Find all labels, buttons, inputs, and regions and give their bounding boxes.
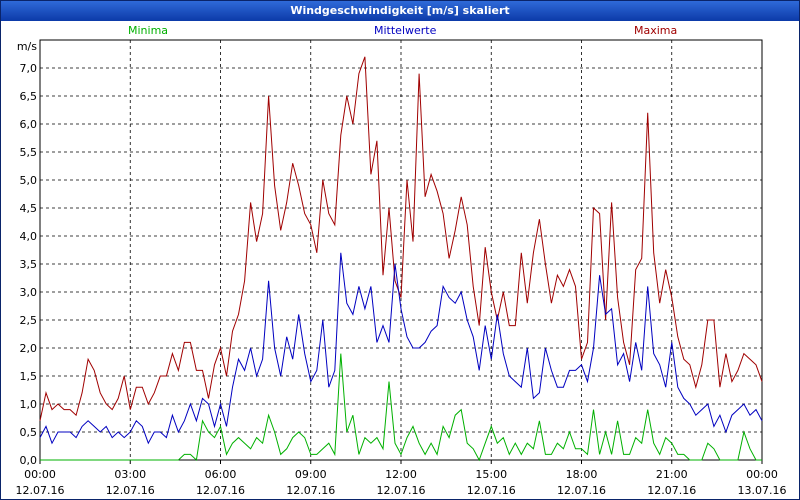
x-tick-date: 12.07.16 — [647, 484, 696, 497]
window-title: Windgeschwindigkeit [m/s] skaliert — [1, 1, 799, 21]
x-tick-date: 12.07.16 — [16, 484, 65, 497]
y-tick-label: 5,0 — [20, 174, 38, 187]
x-tick-time: 21:00 — [656, 468, 688, 481]
y-tick-label: 6,5 — [20, 90, 38, 103]
x-tick-date: 12.07.16 — [106, 484, 155, 497]
y-tick-label: 5,5 — [20, 146, 38, 159]
y-tick-label: 7,0 — [20, 62, 38, 75]
series-line-mittelwerte — [39, 252, 763, 445]
y-tick-label: 2,0 — [20, 342, 38, 355]
x-tick-time: 12:00 — [385, 468, 417, 481]
x-tick-time: 00:00 — [24, 468, 56, 481]
y-tick-label: 2,5 — [20, 314, 38, 327]
x-tick-time: 00:00 — [746, 468, 778, 481]
x-tick-time: 15:00 — [475, 468, 507, 481]
x-tick-time: 03:00 — [114, 468, 146, 481]
y-tick-label: 6,0 — [20, 118, 38, 131]
x-tick-time: 18:00 — [566, 468, 598, 481]
legend-minima: Minima — [128, 24, 169, 37]
y-tick-label: 4,5 — [20, 202, 38, 215]
x-tick-date: 12.07.16 — [286, 484, 335, 497]
x-tick-time: 09:00 — [295, 468, 327, 481]
y-tick-label: 1,0 — [20, 398, 38, 411]
y-tick-label: 3,5 — [20, 258, 38, 271]
y-axis-unit: m/s — [17, 40, 37, 53]
legend-maxima: Maxima — [634, 24, 678, 37]
y-tick-label: 1,5 — [20, 370, 38, 383]
y-tick-label: 4,0 — [20, 230, 38, 243]
series-line-minima — [40, 353, 762, 462]
x-tick-date: 12.07.16 — [196, 484, 245, 497]
x-tick-date: 13.07.16 — [738, 484, 787, 497]
x-tick-date: 12.07.16 — [377, 484, 426, 497]
series-line-maxima — [39, 56, 763, 421]
x-tick-date: 12.07.16 — [467, 484, 516, 497]
x-tick-time: 06:00 — [205, 468, 237, 481]
x-tick-date: 12.07.16 — [557, 484, 606, 497]
y-tick-label: 3,0 — [20, 286, 38, 299]
y-tick-label: 0,5 — [20, 426, 38, 439]
legend-mittelwerte: Mittelwerte — [374, 24, 437, 37]
y-tick-label: 0,0 — [20, 454, 38, 467]
